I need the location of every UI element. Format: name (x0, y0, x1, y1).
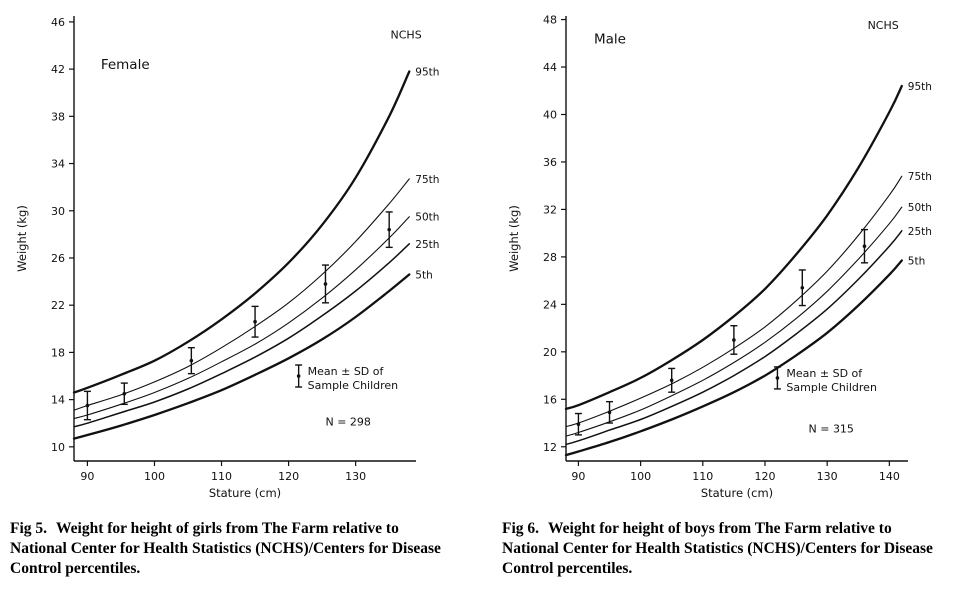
x-tick-label: 140 (879, 470, 900, 483)
sample-error-bar (798, 269, 806, 307)
y-tick-label: 42 (51, 63, 65, 76)
sample-error-bar (187, 346, 195, 375)
figure-5-caption: Fig 5. Weight for height of girls from Th… (10, 519, 458, 578)
percentile-curve-95th (72, 70, 411, 394)
percentile-label-25th: 25th (415, 239, 439, 251)
legend-line2: Sample Children (786, 381, 877, 394)
x-tick-label: 130 (345, 470, 366, 483)
y-tick-label: 36 (543, 156, 557, 169)
chart-title: Male (594, 31, 626, 47)
sample-error-bar (860, 228, 868, 264)
percentile-curve-50th (565, 206, 903, 437)
x-tick-label: 100 (144, 470, 165, 483)
x-tick-label: 120 (278, 470, 299, 483)
x-tick-label: 90 (571, 470, 585, 483)
percentile-label-50th: 50th (908, 202, 932, 214)
y-tick-label: 46 (51, 16, 65, 29)
x-tick-label: 100 (630, 470, 651, 483)
y-tick-label: 38 (51, 110, 65, 123)
y-tick-label: 48 (543, 14, 557, 27)
figure-5-caption-label: Fig 5. (10, 520, 48, 537)
x-axis-label: Stature (cm) (209, 486, 281, 500)
percentile-label-50th: 50th (415, 212, 439, 224)
percentile-label-5th: 5th (908, 255, 925, 267)
y-tick-label: 44 (543, 61, 557, 74)
y-tick-label: 24 (543, 298, 557, 311)
percentile-curve-5th (564, 259, 903, 457)
figures-row: 90 100 110 120 130 10 14 18 22 26 30 34 38 42 46 Statur… (0, 0, 960, 578)
y-tick-label: 18 (51, 346, 65, 359)
y-tick-label: 14 (51, 394, 65, 407)
percentile-curve-75th (73, 178, 410, 411)
x-axis-label: Stature (cm) (701, 486, 773, 500)
percentile-curve-50th (73, 216, 410, 420)
y-tick-label: 16 (543, 393, 557, 406)
y-tick-label: 12 (543, 441, 557, 454)
percentile-label-75th: 75th (415, 174, 439, 186)
percentile-curve-25th (73, 243, 411, 428)
figure-5: 90 100 110 120 130 10 14 18 22 26 30 34 38 42 46 Statur… (0, 0, 480, 578)
x-tick-label: 90 (80, 470, 94, 483)
legend-line1: Mean ± SD of (308, 365, 385, 378)
figure-6-caption: Fig 6. Weight for height of boys from The… (502, 519, 950, 578)
sample-error-bar (120, 382, 128, 406)
x-tick-label: 110 (211, 470, 232, 483)
y-tick-label: 32 (543, 203, 557, 216)
legend-line1: Mean ± SD of (786, 367, 863, 380)
percentile-label-75th: 75th (908, 171, 932, 183)
sample-error-bar (83, 390, 91, 421)
percentile-curve-25th (565, 230, 903, 446)
y-tick-label: 28 (543, 251, 557, 264)
percentile-label-95th: 95th (908, 81, 932, 93)
nchs-label: NCHS (868, 19, 899, 32)
weight-for-height-chart-boys: 90 100 110 120 130 140 12 16 20 24 28 32 36 40 44 48 Sta… (507, 14, 932, 500)
percentile-curve-95th (564, 84, 903, 410)
x-tick-label: 120 (754, 470, 775, 483)
sample-error-bar (251, 305, 259, 338)
sample-size-label: N = 298 (325, 416, 370, 429)
percentile-label-95th: 95th (415, 66, 439, 78)
y-tick-label: 40 (543, 108, 557, 121)
figure-6-caption-text: Weight for height of boys from The Farm … (502, 520, 933, 577)
y-axis-label: Weight (kg) (15, 205, 29, 272)
figure-5-caption-text: Weight for height of girls from The Farm… (10, 520, 441, 577)
sample-error-bar (321, 264, 329, 304)
figure-6-caption-label: Fig 6. (502, 520, 540, 537)
y-axis-label: Weight (kg) (507, 205, 521, 272)
sample-error-bar (730, 325, 738, 355)
nchs-label: NCHS (391, 28, 422, 41)
sample-size-label: N = 315 (809, 423, 854, 436)
sample-error-bar (606, 400, 614, 424)
weight-for-height-chart-girls: 90 100 110 120 130 10 14 18 22 26 30 34 38 42 46 Statur… (15, 16, 439, 500)
x-tick-label: 110 (692, 470, 713, 483)
sample-error-bar (668, 367, 676, 393)
y-tick-label: 20 (543, 346, 557, 359)
legend-line2: Sample Children (308, 379, 399, 392)
sample-error-bar (574, 412, 582, 436)
y-tick-label: 30 (51, 205, 65, 218)
sample-error-bar (385, 211, 393, 249)
figure-6: 90 100 110 120 130 140 12 16 20 24 28 32 36 40 44 48 Sta… (480, 0, 960, 578)
percentile-label-25th: 25th (908, 226, 932, 238)
chart-title: Female (101, 57, 150, 73)
percentile-curve-5th (72, 273, 411, 440)
percentile-label-5th: 5th (415, 270, 432, 282)
y-tick-label: 26 (51, 252, 65, 265)
y-tick-label: 10 (51, 441, 65, 454)
x-tick-label: 130 (817, 470, 838, 483)
y-tick-label: 34 (51, 158, 65, 171)
y-tick-label: 22 (51, 299, 65, 312)
